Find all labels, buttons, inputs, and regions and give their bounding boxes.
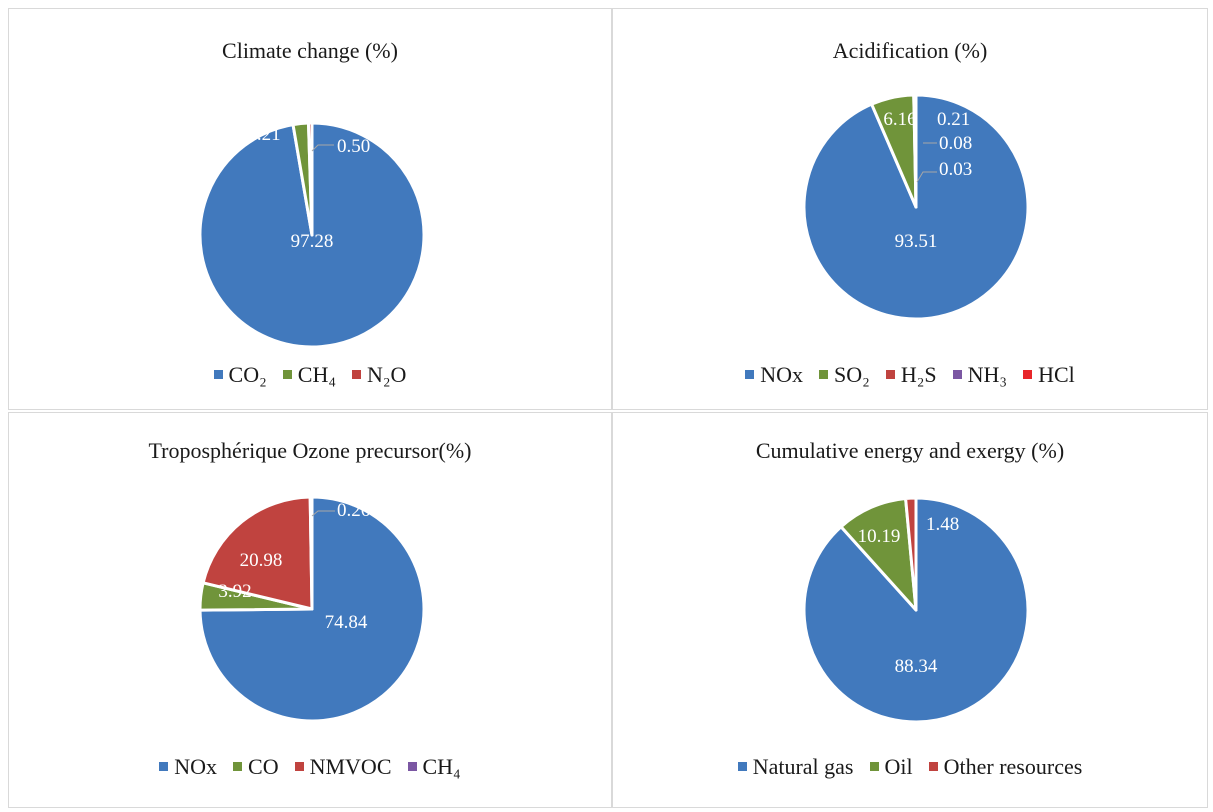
legend-item: NOx [745, 362, 803, 388]
legend-label: HCl [1038, 362, 1075, 387]
legend-label: NOx [760, 362, 804, 387]
legend-item: NMVOC [294, 754, 392, 780]
leader-line [916, 171, 937, 183]
pie-chart: 74.84 3.92 20.98 0.26 [198, 495, 426, 723]
legend-label: N₂O [367, 362, 407, 387]
legend-item: Natural gas [737, 754, 854, 780]
leader-line [311, 510, 335, 517]
legend-swatch [407, 762, 417, 772]
legend-label: H₂S [900, 362, 937, 387]
legend-label: NH₃ [967, 362, 1008, 387]
chart-legend: NOx SO₂ H₂S NH₃ HCl [612, 362, 1208, 388]
legend-item: CO [233, 754, 279, 780]
data-label: 3.92 [218, 581, 251, 602]
legend-item: SO₂ [819, 362, 870, 388]
legend-swatch [819, 370, 829, 380]
chart-title: Acidification (%) [832, 38, 988, 63]
legend-swatch [294, 762, 304, 772]
legend-item: Oil [869, 754, 913, 780]
legend-label: Oil [884, 754, 913, 779]
legend-swatch [737, 762, 747, 772]
chart-title: Troposphérique Ozone precursor(%) [148, 438, 472, 463]
pie-slice [904, 496, 918, 612]
chart-tropospheric-ozone: Troposphérique Ozone precursor(%) 74.84 3… [8, 412, 612, 808]
data-label: 6.16 [883, 109, 916, 130]
pie-slice [201, 495, 314, 611]
legend-label: CH₄ [297, 362, 336, 387]
legend-item: HCl [1023, 362, 1075, 388]
chart-frame [612, 412, 1208, 808]
legend-label: NOx [174, 754, 218, 779]
legend-label: CH₄ [422, 754, 461, 779]
legend-label: CO₂ [228, 362, 267, 387]
data-label: 2.21 [247, 124, 280, 145]
data-label: 0.08 [939, 133, 972, 154]
legend-swatch [213, 370, 223, 380]
legend-label: CO [248, 754, 279, 779]
data-label: 93.51 [895, 231, 938, 252]
legend-swatch [1023, 370, 1033, 380]
data-label: 74.84 [325, 612, 368, 633]
chart-frame [8, 412, 612, 808]
data-label: 97.28 [291, 231, 334, 252]
chart-acidification: Acidification (%) 93.51 6.16 0.21 0.08 0.03 … [612, 8, 1208, 410]
legend-swatch [233, 762, 243, 772]
legend-swatch [885, 370, 895, 380]
legend-swatch [928, 762, 938, 772]
chart-legend: Natural gas Oil Other resources [612, 754, 1208, 780]
legend-item: CH₄ [407, 754, 461, 780]
legend-swatch [159, 762, 169, 772]
legend-swatch [869, 762, 879, 772]
legend-label: Other resources [943, 754, 1083, 779]
chart-climate-change: Climate change (%) 97.28 2.21 0.50 CO₂ CH₄ N… [8, 8, 612, 410]
legend-swatch [282, 370, 292, 380]
data-label: 88.34 [895, 656, 938, 677]
data-label: 0.03 [939, 159, 972, 180]
legend-label: SO₂ [834, 362, 870, 387]
legend-label: NMVOC [309, 754, 392, 779]
legend-item: Other resources [928, 754, 1083, 780]
legend-swatch [745, 370, 755, 380]
chart-frame [8, 8, 612, 410]
legend-item: CH₄ [282, 362, 336, 388]
legend-swatch [952, 370, 962, 380]
legend-item: H₂S [885, 362, 937, 388]
data-label: 0.26 [337, 500, 370, 521]
pie-chart: 97.28 2.21 0.50 [198, 121, 426, 349]
leader-line [311, 144, 334, 152]
chart-title: Climate change (%) [222, 38, 398, 63]
legend-label: Natural gas [752, 754, 854, 779]
chart-legend: CO₂ CH₄ N₂O [8, 362, 612, 388]
chart-cumulative-energy: Cumulative energy and exergy (%) 88.34 10… [612, 412, 1208, 808]
chart-legend: NOx CO NMVOC CH₄ [8, 754, 612, 780]
data-label: 0.50 [337, 136, 370, 157]
pie-slice [306, 121, 314, 237]
legend-item: NH₃ [952, 362, 1008, 388]
legend-item: N₂O [352, 362, 406, 388]
legend-swatch [352, 370, 361, 380]
legend-item: NOx [159, 754, 217, 780]
data-label: 20.98 [240, 550, 283, 571]
chart-frame [612, 8, 1208, 410]
data-label: 10.19 [858, 526, 901, 547]
pie-chart: 93.51 6.16 0.21 0.08 0.03 [802, 93, 1030, 321]
chart-title: Cumulative energy and exergy (%) [755, 438, 1065, 463]
legend-item: CO₂ [213, 362, 267, 388]
data-label: 0.21 [937, 109, 970, 130]
pie-chart: 88.34 10.19 1.48 [802, 496, 1030, 724]
data-label: 1.48 [926, 514, 959, 535]
pie-slice [308, 495, 314, 611]
